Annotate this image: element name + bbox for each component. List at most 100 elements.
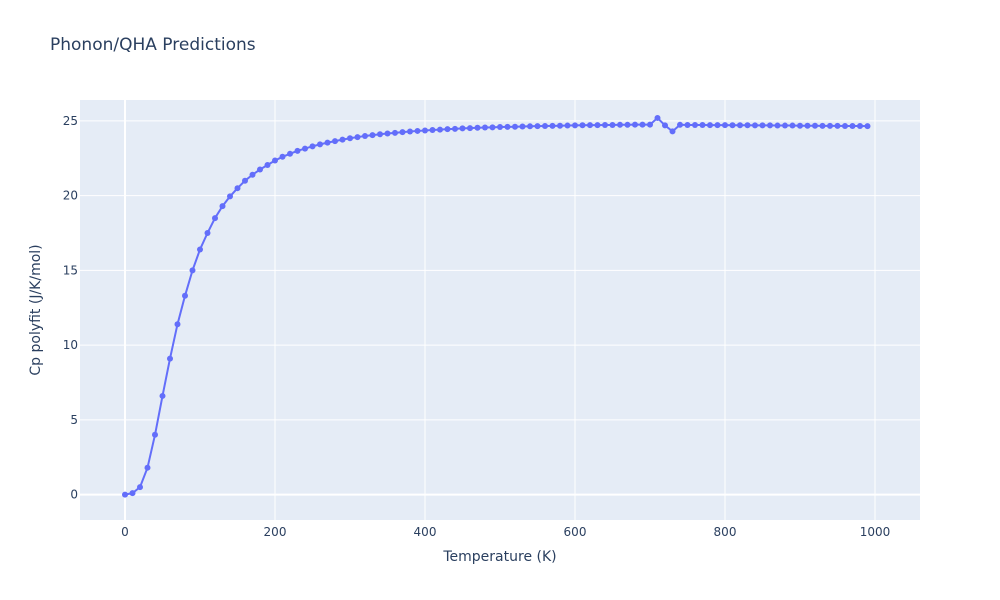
data-point[interactable] [392, 129, 398, 136]
data-point[interactable] [332, 138, 338, 145]
data-point[interactable] [767, 122, 773, 129]
data-point[interactable] [489, 124, 496, 131]
data-point[interactable] [212, 215, 218, 222]
data-point[interactable] [227, 193, 233, 200]
data-point[interactable] [467, 125, 473, 132]
data-point[interactable] [452, 125, 458, 132]
data-point[interactable] [564, 122, 571, 129]
data-point[interactable] [302, 145, 308, 152]
data-point[interactable] [707, 122, 713, 129]
data-point[interactable] [242, 177, 248, 184]
data-point[interactable] [482, 124, 488, 131]
data-point[interactable] [587, 122, 593, 129]
data-point[interactable] [279, 153, 286, 160]
data-point[interactable] [339, 136, 346, 143]
data-point[interactable] [264, 162, 271, 169]
data-point[interactable] [287, 150, 293, 157]
data-point[interactable] [579, 122, 586, 129]
data-point[interactable] [602, 121, 608, 128]
data-point[interactable] [504, 123, 511, 130]
data-point[interactable] [407, 128, 413, 135]
data-point[interactable] [804, 122, 811, 129]
data-point[interactable] [444, 126, 451, 133]
data-point[interactable] [759, 122, 766, 129]
data-point[interactable] [137, 484, 143, 491]
data-point[interactable] [377, 131, 383, 138]
data-point[interactable] [624, 121, 631, 128]
data-point[interactable] [729, 122, 736, 129]
data-point[interactable] [639, 121, 646, 128]
data-point[interactable] [744, 122, 751, 129]
data-point[interactable] [684, 121, 691, 128]
data-point[interactable] [429, 127, 436, 134]
data-point[interactable] [654, 114, 661, 121]
data-point[interactable] [159, 392, 166, 399]
data-point[interactable] [864, 123, 871, 130]
data-point[interactable] [204, 230, 211, 237]
data-point[interactable] [827, 122, 833, 129]
data-point[interactable] [414, 127, 421, 134]
data-point[interactable] [354, 134, 361, 141]
data-point[interactable] [174, 321, 181, 328]
data-point[interactable] [774, 122, 781, 129]
data-point[interactable] [324, 139, 331, 146]
data-point[interactable] [834, 122, 841, 129]
data-point[interactable] [677, 121, 683, 128]
data-point[interactable] [317, 141, 323, 148]
data-point[interactable] [384, 130, 391, 137]
data-point[interactable] [512, 123, 518, 130]
data-point[interactable] [722, 122, 728, 129]
data-point[interactable] [182, 292, 188, 299]
data-point[interactable] [752, 122, 758, 129]
data-point[interactable] [272, 157, 278, 164]
data-point[interactable] [662, 122, 668, 129]
data-point[interactable] [572, 122, 578, 129]
data-point[interactable] [609, 121, 616, 128]
data-point[interactable] [737, 122, 743, 129]
data-point[interactable] [129, 490, 136, 497]
data-point[interactable] [122, 491, 128, 498]
data-point[interactable] [362, 133, 368, 140]
data-point[interactable] [789, 122, 796, 129]
data-point[interactable] [474, 124, 481, 131]
data-point[interactable] [369, 132, 376, 139]
data-point[interactable] [849, 123, 856, 130]
data-point[interactable] [347, 135, 353, 142]
data-point[interactable] [557, 122, 563, 129]
data-point[interactable] [167, 355, 173, 362]
data-point[interactable] [144, 464, 151, 471]
data-point[interactable] [782, 122, 788, 129]
data-point[interactable] [257, 166, 263, 173]
data-point[interactable] [714, 122, 721, 129]
data-point[interactable] [219, 203, 226, 210]
data-point[interactable] [549, 122, 556, 129]
data-point[interactable] [234, 185, 241, 192]
data-point[interactable] [534, 123, 541, 130]
data-point[interactable] [309, 143, 316, 150]
data-point[interactable] [527, 123, 533, 130]
data-point[interactable] [692, 121, 698, 128]
data-point[interactable] [699, 121, 706, 128]
data-point[interactable] [857, 123, 863, 130]
data-point[interactable] [249, 171, 256, 178]
data-point[interactable] [152, 431, 158, 438]
data-point[interactable] [542, 123, 548, 130]
data-point[interactable] [632, 121, 638, 128]
data-point[interactable] [422, 127, 428, 134]
data-point[interactable] [669, 128, 676, 135]
data-point[interactable] [842, 123, 848, 130]
data-point[interactable] [519, 123, 526, 130]
data-point[interactable] [819, 122, 826, 129]
data-point[interactable] [459, 125, 466, 132]
data-point[interactable] [437, 126, 443, 133]
data-point[interactable] [647, 121, 653, 128]
data-point[interactable] [294, 147, 301, 154]
data-point[interactable] [197, 246, 203, 253]
data-point[interactable] [399, 129, 406, 136]
data-point[interactable] [497, 124, 503, 131]
data-point[interactable] [594, 122, 601, 129]
data-point[interactable] [617, 121, 623, 128]
data-point[interactable] [797, 122, 803, 129]
data-point[interactable] [812, 122, 818, 129]
data-point[interactable] [189, 267, 196, 274]
